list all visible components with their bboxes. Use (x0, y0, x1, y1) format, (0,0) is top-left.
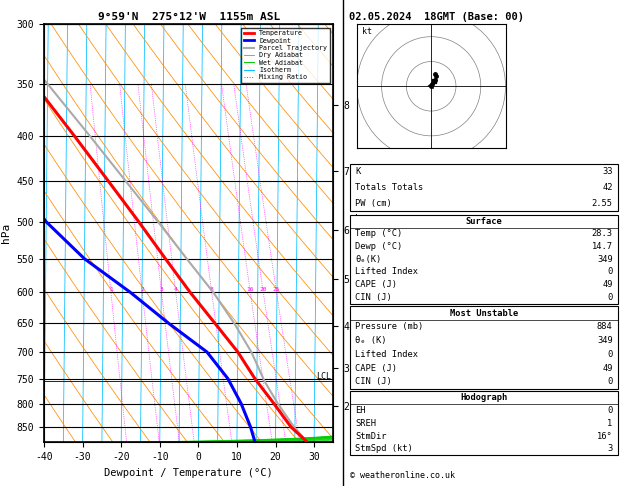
Text: 349: 349 (597, 336, 613, 345)
Text: 349: 349 (597, 255, 613, 264)
Text: 02.05.2024  18GMT (Base: 00): 02.05.2024 18GMT (Base: 00) (349, 12, 524, 22)
Text: 884: 884 (597, 322, 613, 331)
Text: 42: 42 (602, 183, 613, 192)
Text: 16°: 16° (597, 432, 613, 441)
Text: LCL: LCL (316, 372, 331, 381)
Text: 33: 33 (602, 167, 613, 176)
Text: CAPE (J): CAPE (J) (355, 280, 398, 289)
Text: Lifted Index: Lifted Index (355, 350, 418, 359)
Text: SREH: SREH (355, 419, 376, 428)
Text: 49: 49 (602, 280, 613, 289)
Text: © weatheronline.co.uk: © weatheronline.co.uk (350, 470, 455, 480)
Text: CAPE (J): CAPE (J) (355, 364, 398, 373)
Text: kt: kt (362, 27, 372, 36)
Text: 20: 20 (260, 287, 267, 293)
Text: 3: 3 (608, 445, 613, 453)
Text: 0: 0 (608, 378, 613, 386)
Text: Totals Totals: Totals Totals (355, 183, 424, 192)
Text: StmSpd (kt): StmSpd (kt) (355, 445, 413, 453)
Text: 3: 3 (160, 287, 164, 293)
Text: 1: 1 (109, 287, 113, 293)
Text: 2.55: 2.55 (592, 199, 613, 208)
Text: 0: 0 (608, 293, 613, 302)
Text: CIN (J): CIN (J) (355, 378, 392, 386)
Text: 49: 49 (602, 364, 613, 373)
Text: 0: 0 (608, 406, 613, 415)
Text: EH: EH (355, 406, 366, 415)
Text: StmDir: StmDir (355, 432, 387, 441)
Text: 14.7: 14.7 (592, 242, 613, 251)
Text: Temp (°C): Temp (°C) (355, 229, 403, 238)
Text: Pressure (mb): Pressure (mb) (355, 322, 424, 331)
Text: θₑ (K): θₑ (K) (355, 336, 387, 345)
Text: 0: 0 (608, 267, 613, 277)
Text: 25: 25 (273, 287, 281, 293)
Text: θₑ(K): θₑ(K) (355, 255, 382, 264)
Text: CIN (J): CIN (J) (355, 293, 392, 302)
Text: Hodograph: Hodograph (460, 393, 508, 402)
Y-axis label: hPa: hPa (1, 223, 11, 243)
Title: 9°59'N  275°12'W  1155m ASL: 9°59'N 275°12'W 1155m ASL (97, 12, 280, 22)
Text: 0: 0 (608, 350, 613, 359)
Text: 8: 8 (210, 287, 214, 293)
Text: K: K (355, 167, 360, 176)
Text: Dewp (°C): Dewp (°C) (355, 242, 403, 251)
Text: Surface: Surface (465, 217, 503, 226)
X-axis label: Dewpoint / Temperature (°C): Dewpoint / Temperature (°C) (104, 468, 273, 478)
Legend: Temperature, Dewpoint, Parcel Trajectory, Dry Adiabat, Wet Adiabat, Isotherm, Mi: Temperature, Dewpoint, Parcel Trajectory… (242, 28, 330, 83)
Text: Most Unstable: Most Unstable (450, 309, 518, 317)
Text: 2: 2 (140, 287, 144, 293)
Text: 4: 4 (174, 287, 177, 293)
Y-axis label: km
ASL: km ASL (352, 214, 368, 233)
Text: Lifted Index: Lifted Index (355, 267, 418, 277)
Text: 16: 16 (247, 287, 254, 293)
Text: 28.3: 28.3 (592, 229, 613, 238)
Text: PW (cm): PW (cm) (355, 199, 392, 208)
Text: 1: 1 (608, 419, 613, 428)
